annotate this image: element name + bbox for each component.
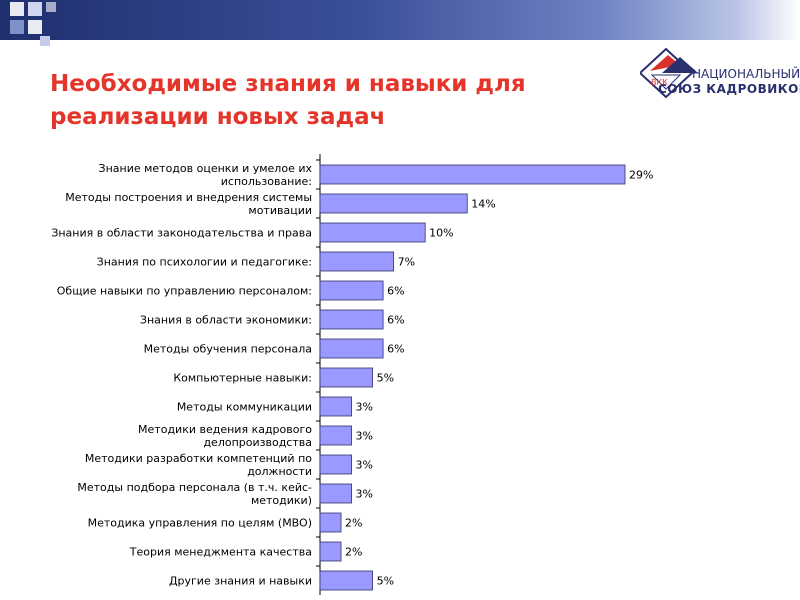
data-label: 7% <box>398 256 415 269</box>
category-label-line: Компьютерные навыки: <box>173 372 312 385</box>
data-label: 10% <box>429 227 453 240</box>
category-label-line: Методы подбора персонала (в т.ч. кейс- <box>77 481 312 494</box>
category-label-line: делопроизводства <box>203 436 312 449</box>
bar-chart: 29% Знание методов оценки и умелое их испо… <box>51 154 653 595</box>
category-label: Знания по психологии и педагогике: <box>97 256 312 269</box>
category-label-line: методики) <box>251 494 312 507</box>
category-label: Другие знания и навыки <box>169 575 312 588</box>
category-label-line: Методы построения и внедрения системы <box>65 191 312 204</box>
category-label-line: Методики ведения кадрового <box>138 423 312 436</box>
data-label: 14% <box>471 198 495 211</box>
category-label-line: Методика управления по целям (MBO) <box>88 517 312 530</box>
category-label: Знания в области экономики: <box>140 314 312 327</box>
bar <box>319 338 384 359</box>
category-label-line: Другие знания и навыки <box>169 575 312 588</box>
data-label: 2% <box>345 517 362 530</box>
category-label: Методика управления по целям (MBO) <box>88 517 312 530</box>
bar <box>319 570 373 591</box>
category-label-line: Методы коммуникации <box>177 401 312 414</box>
category-label: Методики ведения кадрового делопроизводст… <box>138 423 312 449</box>
category-label-line: Знание методов оценки и умелое их <box>99 162 313 175</box>
category-label-line: использование: <box>221 175 312 188</box>
category-label-line: мотивации <box>248 204 312 217</box>
bar <box>319 280 384 301</box>
category-label: Компьютерные навыки: <box>173 372 312 385</box>
bar <box>319 425 352 446</box>
data-label: 3% <box>356 430 373 443</box>
category-label: Знания в области законодательства и прав… <box>51 227 312 240</box>
category-label: Методы построения и внедрения системы мот… <box>65 191 312 217</box>
category-label: Методики разработки компетенций по должно… <box>85 452 312 478</box>
corner-squares-decoration <box>10 2 56 46</box>
title-line-2: реализации новых задач <box>50 104 386 130</box>
data-label: 3% <box>356 401 373 414</box>
bar <box>319 193 468 214</box>
logo: ВКК НАЦИОНАЛЬНЫЙ СОЮЗ КАДРОВИКОВ <box>640 45 800 105</box>
data-label: 3% <box>356 459 373 472</box>
bar <box>319 164 626 185</box>
slide-title: Необходимые знания и навыки для реализац… <box>50 68 630 134</box>
bar <box>319 367 373 388</box>
data-label: 5% <box>377 575 394 588</box>
category-label-line: Общие навыки по управлению персоналом: <box>57 285 312 298</box>
data-label: 29% <box>629 169 653 182</box>
title-line-1: Необходимые знания и навыки для <box>50 71 526 97</box>
category-label: Методы подбора персонала (в т.ч. кейс-ме… <box>77 481 312 507</box>
logo-text-line-1: НАЦИОНАЛЬНЫЙ <box>692 67 800 81</box>
category-label-line: должности <box>247 465 312 478</box>
bar <box>319 454 352 475</box>
data-label: 6% <box>387 285 404 298</box>
category-label-line: Знания по психологии и педагогике: <box>97 256 312 269</box>
category-label-line: Теория менеджмента качества <box>129 546 312 559</box>
category-label: Знание методов оценки и умелое их использ… <box>99 162 313 188</box>
bar <box>319 512 342 533</box>
data-label: 6% <box>387 343 404 356</box>
bar <box>319 483 352 504</box>
bar <box>319 309 384 330</box>
category-label: Общие навыки по управлению персоналом: <box>57 285 312 298</box>
data-label: 2% <box>345 546 362 559</box>
bar <box>319 541 342 562</box>
data-label: 5% <box>377 372 394 385</box>
category-label-line: Методики разработки компетенций по <box>85 452 312 465</box>
data-label: 3% <box>356 488 373 501</box>
category-label-line: Методы обучения персонала <box>144 343 312 356</box>
logo-text-line-2: СОЮЗ КАДРОВИКОВ <box>658 82 800 96</box>
category-label: Методы коммуникации <box>177 401 312 414</box>
category-label-line: Знания в области экономики: <box>140 314 312 327</box>
bar <box>319 222 426 243</box>
logo-abbr: ВКК <box>651 78 668 87</box>
category-label-line: Знания в области законодательства и прав… <box>51 227 312 240</box>
bar <box>319 251 395 272</box>
category-label: Теория менеджмента качества <box>129 546 312 559</box>
header-band <box>0 0 800 40</box>
data-label: 6% <box>387 314 404 327</box>
bar <box>319 396 352 417</box>
category-label: Методы обучения персонала <box>144 343 312 356</box>
logo-emblem-icon: ВКК <box>640 47 698 99</box>
